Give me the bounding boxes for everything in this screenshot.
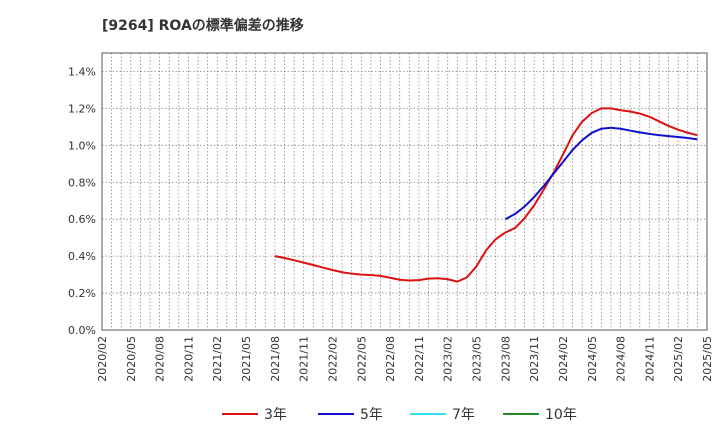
y-tick-label: 0.2% (68, 287, 96, 300)
x-tick-label: 2024/08 (615, 336, 628, 382)
series-line-1 (274, 107, 698, 283)
plot-background (102, 53, 707, 330)
plot-area (101, 52, 708, 331)
series-lines (274, 107, 698, 283)
x-tick-label: 2023/02 (442, 336, 455, 382)
x-tick-label: 2021/11 (298, 336, 311, 382)
x-tick-label: 2023/08 (499, 336, 512, 382)
chart-title: [9264] ROAの標準偏差の推移 (102, 17, 304, 34)
y-tick-label: 1.0% (68, 139, 96, 152)
x-tick-label: 2022/08 (384, 336, 397, 382)
x-tick-label: 2025/05 (701, 336, 714, 382)
y-tick-label: 1.4% (68, 65, 96, 78)
series-line-2 (504, 126, 698, 221)
x-tick-label: 2023/11 (528, 336, 541, 382)
x-tick-label: 2021/02 (211, 336, 224, 382)
legend-label: 7年 (452, 407, 475, 423)
x-tick-label: 2024/11 (643, 336, 656, 382)
legend-label: 10年 (545, 407, 577, 423)
y-tick-label: 0.0% (68, 324, 96, 337)
x-tick-label: 2020/11 (182, 336, 195, 382)
legend-label: 3年 (264, 407, 287, 423)
x-tick-label: 2022/02 (326, 336, 339, 382)
y-tick-label: 0.8% (68, 176, 96, 189)
x-tick-label: 2022/05 (355, 336, 368, 382)
x-tick-label: 2021/05 (240, 336, 253, 382)
y-tick-label: 0.6% (68, 213, 96, 226)
x-tick-label: 2025/02 (672, 336, 685, 382)
x-tick-label: 2020/02 (96, 336, 109, 382)
y-axis: 0.0% 0.2% 0.4% 0.6% 0.8% 1.0% 1.2% 1.4% (68, 65, 96, 337)
x-tick-label: 2024/02 (557, 336, 570, 382)
y-tick-label: 0.4% (68, 250, 96, 263)
x-tick-label: 2023/05 (471, 336, 484, 382)
plot-border (101, 52, 708, 331)
x-tick-label: 2021/08 (269, 336, 282, 382)
y-tick-label: 1.2% (68, 102, 96, 115)
x-tick-label: 2024/05 (586, 336, 599, 382)
legend: 3年 5年 7年 10年 (222, 407, 577, 423)
legend-label: 5年 (360, 407, 383, 423)
x-tick-label: 2022/11 (413, 336, 426, 382)
x-tick-label: 2020/05 (125, 336, 138, 382)
x-tick-label: 2020/08 (154, 336, 167, 382)
x-axis: 2020/02 2020/05 2020/08 2020/11 2021/02 2021/… (96, 336, 714, 382)
